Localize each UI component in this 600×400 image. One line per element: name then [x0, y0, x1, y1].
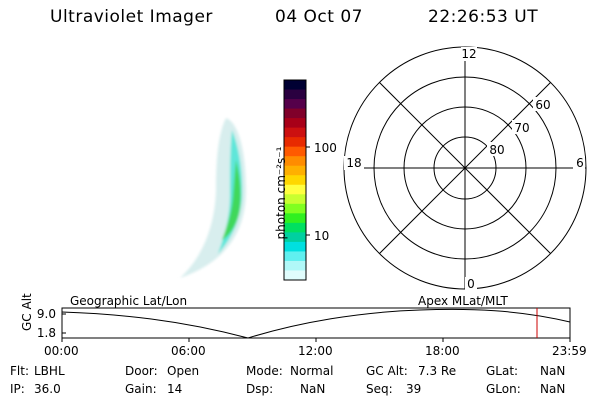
colorbar-cell	[284, 222, 306, 233]
dsp-label: Dsp:	[246, 382, 274, 396]
lat-label-80: 80	[489, 143, 504, 157]
colorbar-cell	[284, 118, 306, 129]
colorbar-cell	[284, 251, 306, 262]
dsp-value: NaN	[300, 382, 326, 396]
colorbar-cell	[284, 232, 306, 243]
lat-label-60: 60	[535, 98, 550, 112]
flt-value: LBHL	[34, 364, 65, 378]
mode-label: Mode:	[246, 364, 283, 378]
colorbar-cell	[284, 165, 306, 176]
colorbar-cell	[284, 80, 306, 91]
instrument-title: Ultraviolet Imager	[50, 7, 213, 27]
glon-label: GLon:	[486, 382, 521, 396]
timeline-ymin: 1.8	[37, 326, 56, 340]
mlt-label-top: 12	[461, 47, 476, 61]
lat-label-70: 70	[514, 121, 529, 135]
door-label: Door:	[125, 364, 158, 378]
colorbar-cell	[284, 213, 306, 224]
time-tick-2: 12:00	[298, 344, 333, 358]
colorbar-frame	[283, 79, 307, 281]
ip-value: 36.0	[34, 382, 61, 396]
colorbar-cell	[284, 260, 306, 271]
aurora-green-band	[222, 160, 241, 240]
colorbar-cell	[284, 175, 306, 186]
timeline-ylabel: GC Alt	[20, 293, 34, 331]
timeline-ymax: 9.0	[37, 307, 56, 321]
glon-value: NaN	[540, 382, 566, 396]
door-value: Open	[167, 364, 200, 378]
mlt-label-right: 6	[576, 156, 584, 170]
timeline-right-label: Apex MLat/MLT	[418, 294, 508, 308]
time-tick-0: 00:00	[44, 344, 79, 358]
timeline-left-label: Geographic Lat/Lon	[70, 294, 188, 308]
altitude-timeline: GC Alt 9.0 1.8	[20, 293, 571, 342]
mode-value: Normal	[290, 364, 334, 378]
colorbar-unit-label: photon cm⁻²s⁻¹	[274, 146, 288, 240]
colorbar-cell	[284, 203, 306, 214]
colorbar-tick-label-100: 100	[314, 141, 337, 155]
colorbar-cell	[284, 108, 306, 119]
colorbar-cell	[284, 127, 306, 138]
colorbar-cell	[284, 137, 306, 148]
date-label: 04 Oct 07	[275, 7, 363, 27]
colorbar-cell	[284, 89, 306, 100]
time-tick-4: 23:59	[552, 344, 587, 358]
time-tick-3: 18:00	[425, 344, 460, 358]
gain-label: Gain:	[125, 382, 157, 396]
seq-label: Seq:	[366, 382, 393, 396]
gain-value: 14	[167, 382, 183, 396]
mlt-label-left: 18	[346, 156, 361, 170]
flt-label: Flt:	[10, 364, 29, 378]
altitude-curve	[61, 308, 571, 339]
time-label: 22:26:53 UT	[428, 7, 539, 27]
ip-label: IP:	[10, 382, 25, 396]
colorbar	[283, 79, 310, 281]
glat-label: GLat:	[486, 364, 519, 378]
time-tick-1: 06:00	[171, 344, 206, 358]
colorbar-cell	[284, 156, 306, 167]
colorbar-cell	[284, 146, 306, 157]
gcalt-value: 7.3 Re	[418, 364, 457, 378]
colorbar-cell	[284, 241, 306, 252]
colorbar-tick-label-10: 10	[314, 229, 330, 243]
mlt-label-bottom: 0	[467, 277, 475, 291]
colorbar-cell	[284, 184, 306, 195]
colorbar-cell	[284, 194, 306, 205]
colorbar-cell	[284, 270, 306, 281]
colorbar-cell	[284, 99, 306, 110]
timeline-frame	[61, 307, 571, 339]
polar-diagonal-2	[379, 82, 551, 254]
seq-value: 39	[406, 382, 422, 396]
glat-value: NaN	[540, 364, 566, 378]
gcalt-label: GC Alt:	[366, 364, 408, 378]
polar-grid: 12 18 6 0 60 70 80	[343, 46, 587, 291]
